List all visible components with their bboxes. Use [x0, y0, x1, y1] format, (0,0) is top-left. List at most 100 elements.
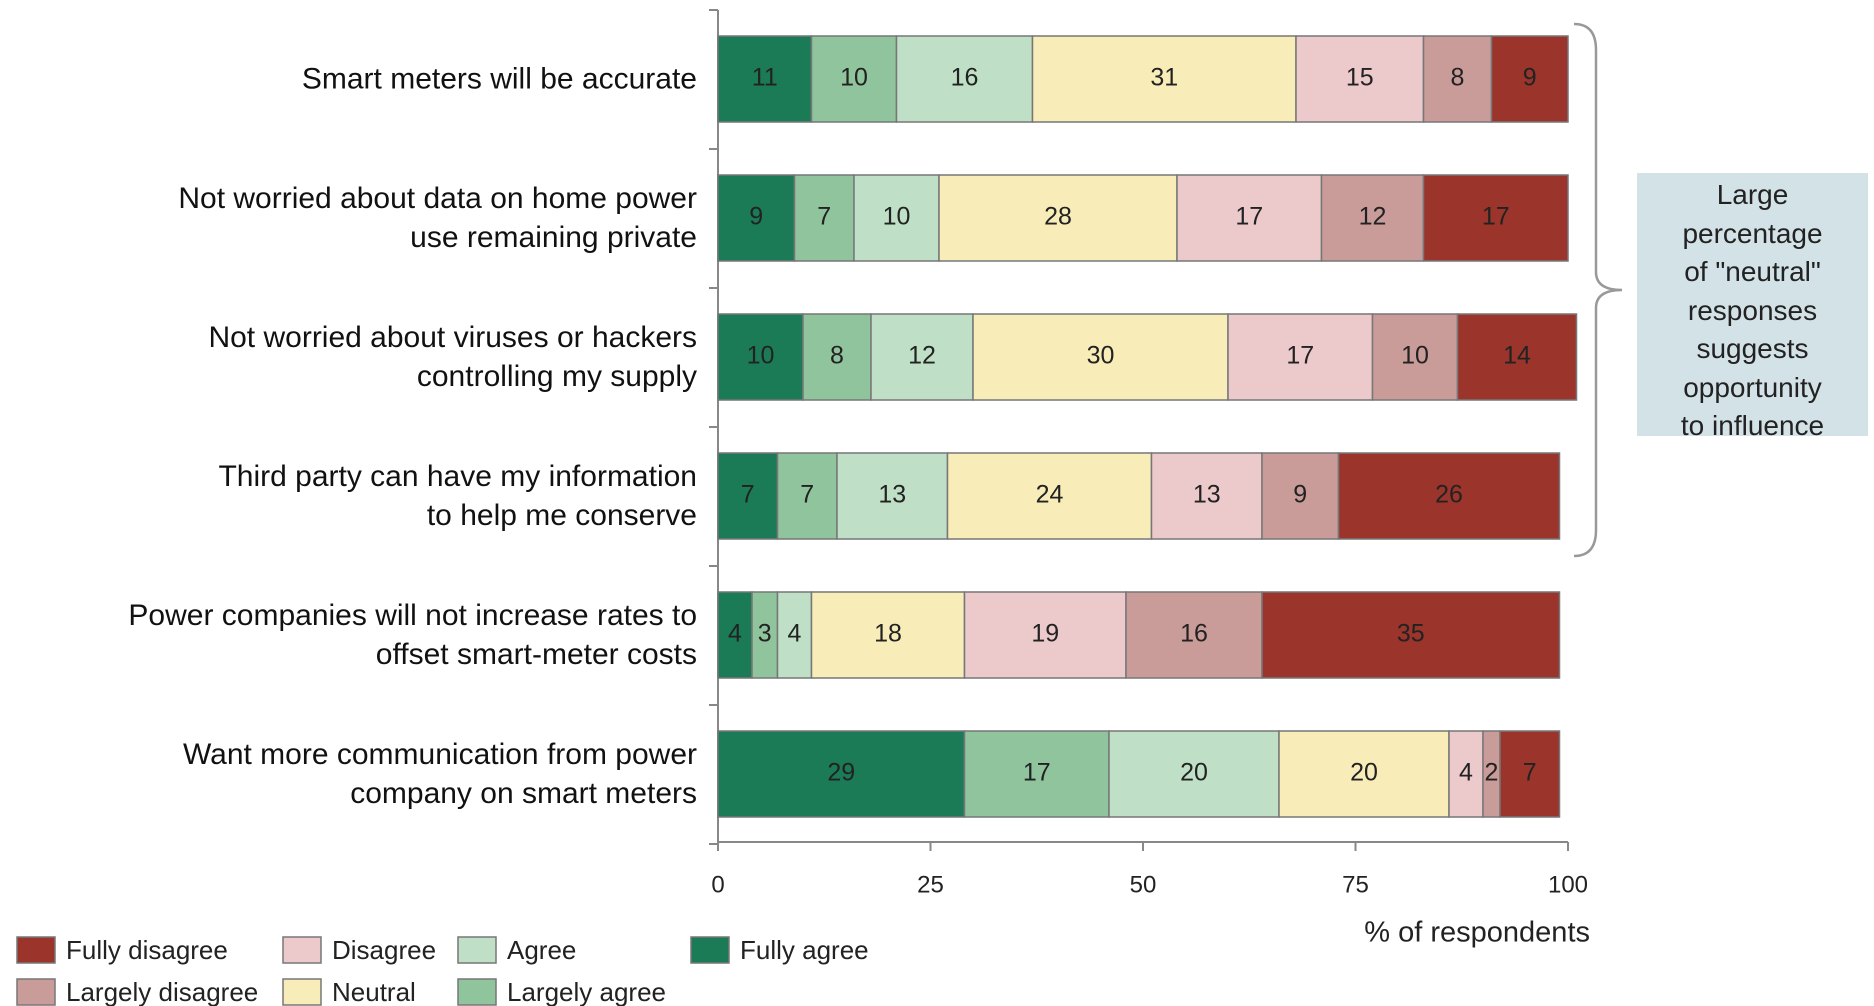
bar-segment	[802, 313, 872, 401]
bar-segment	[853, 174, 940, 262]
data-label: 13	[878, 481, 906, 509]
x-tick-label: 100	[1548, 871, 1588, 898]
legend-label: Agree	[507, 935, 576, 965]
bar-segment	[1337, 452, 1561, 540]
data-label: 24	[1036, 481, 1064, 509]
data-label: 9	[749, 203, 763, 231]
legend-swatch	[457, 978, 497, 1006]
x-tick-label: 25	[917, 871, 944, 898]
data-label: 7	[741, 481, 755, 509]
bar-segment	[717, 730, 966, 818]
data-label: 4	[728, 620, 742, 648]
data-label: 10	[883, 203, 911, 231]
bar-segment	[1422, 35, 1493, 123]
data-label: 16	[951, 64, 979, 92]
annotation: Large percentage of "neutral" responses …	[1637, 173, 1868, 441]
data-label: 26	[1435, 481, 1463, 509]
category-label: Not worried about data on home power use…	[178, 182, 697, 254]
data-label: 10	[747, 342, 775, 370]
bar-segment	[1108, 730, 1280, 818]
bar-segment	[1422, 174, 1569, 262]
legend-label: Fully agree	[740, 935, 869, 965]
data-label: 16	[1180, 620, 1208, 648]
data-label: 14	[1503, 342, 1531, 370]
data-label: 30	[1087, 342, 1115, 370]
data-label: 2	[1485, 759, 1499, 787]
data-label: 20	[1180, 759, 1208, 787]
data-label: 29	[827, 759, 855, 787]
brace	[1573, 22, 1623, 558]
data-label: 17	[1235, 203, 1263, 231]
legend-swatch	[16, 978, 56, 1006]
data-label: 20	[1350, 759, 1378, 787]
data-label: 31	[1150, 64, 1178, 92]
data-label: 11	[752, 64, 778, 92]
data-label: 4	[788, 620, 802, 648]
data-label: 9	[1523, 64, 1537, 92]
category-label: Third party can have my information to h…	[218, 460, 697, 532]
bar-segment	[972, 313, 1229, 401]
data-label: 8	[830, 342, 844, 370]
legend-swatch	[16, 936, 56, 964]
legend-swatch	[282, 936, 322, 964]
bar-segment	[1295, 35, 1425, 123]
bar-segment	[717, 452, 779, 540]
data-label: 7	[800, 481, 814, 509]
data-label: 3	[758, 620, 772, 648]
data-label: 19	[1031, 620, 1059, 648]
bar-segment	[776, 591, 813, 679]
legend-label: Disagree	[332, 935, 436, 965]
legend-label: Largely agree	[507, 977, 666, 1006]
data-label: 8	[1451, 64, 1465, 92]
x-tick-label: 0	[711, 871, 724, 898]
bar-segment	[946, 452, 1153, 540]
category-label: Smart meters will be accurate	[301, 62, 697, 96]
legend-swatch	[282, 978, 322, 1006]
category-label: Want more communication from power compa…	[182, 738, 697, 810]
data-label: 15	[1346, 64, 1374, 92]
bar-segment	[836, 452, 949, 540]
data-label: 35	[1397, 620, 1425, 648]
bar-segment	[1278, 730, 1450, 818]
legend-swatch	[690, 936, 730, 964]
data-label: 9	[1293, 481, 1307, 509]
data-label: 13	[1193, 481, 1221, 509]
data-label: 4	[1459, 759, 1473, 787]
bar-segment	[895, 35, 1034, 123]
bar-segment	[870, 313, 974, 401]
bar-segment	[717, 174, 796, 262]
category-label: Power companies will not increase rates …	[128, 599, 697, 671]
bar-segment	[1261, 591, 1561, 679]
bar-segment	[1261, 452, 1340, 540]
data-label: 7	[1523, 759, 1537, 787]
bar-segment	[1227, 313, 1374, 401]
data-label: 10	[840, 64, 868, 92]
x-tick-label: 50	[1130, 871, 1157, 898]
data-label: 28	[1044, 203, 1072, 231]
data-label: 17	[1286, 342, 1314, 370]
data-label: 17	[1482, 203, 1510, 231]
legend-swatch	[457, 936, 497, 964]
bar-segment	[1150, 452, 1263, 540]
bar-segment	[793, 174, 855, 262]
data-label: 12	[908, 342, 936, 370]
bar-segment	[1456, 313, 1578, 401]
legend-label: Neutral	[332, 977, 416, 1006]
bar-segment	[963, 730, 1110, 818]
data-label: 12	[1359, 203, 1387, 231]
bar-segment	[776, 452, 838, 540]
legend-label: Fully disagree	[66, 935, 228, 965]
bar-segment	[1490, 35, 1569, 123]
bar-segment	[963, 591, 1127, 679]
data-label: 10	[1401, 342, 1429, 370]
bar-segment	[1371, 313, 1459, 401]
bar-segment	[717, 35, 813, 123]
category-label: Not worried about viruses or hackers con…	[208, 321, 697, 393]
x-axis-label: % of respondents	[1364, 917, 1590, 949]
legend-label: Largely disagree	[66, 977, 258, 1006]
x-tick-label: 75	[1342, 871, 1369, 898]
data-label: 18	[874, 620, 902, 648]
bar-segment	[1448, 730, 1484, 818]
